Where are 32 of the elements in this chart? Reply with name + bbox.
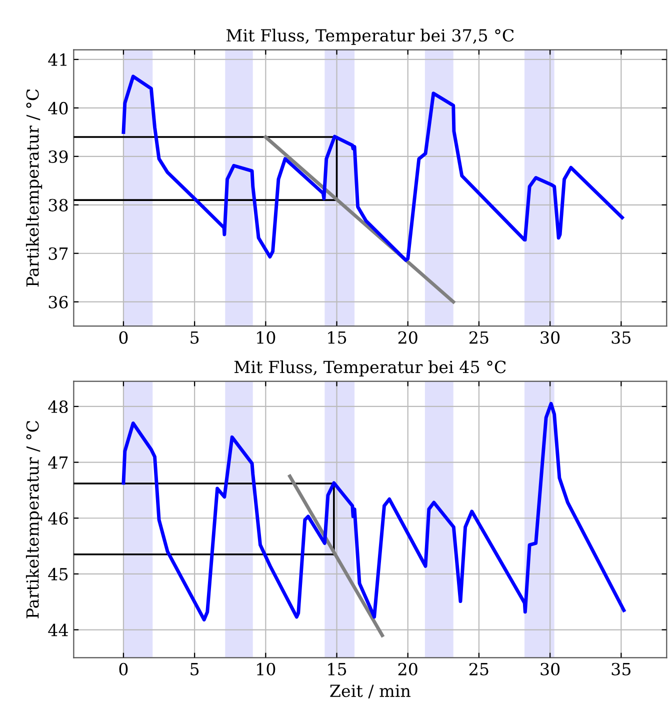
x-tick-label: 5: [190, 663, 199, 676]
x-tick-label: 5: [190, 331, 199, 344]
x-tick-label: 10: [257, 662, 276, 676]
y-tick-label: 40: [48, 102, 68, 115]
chart-title: Mit Fluss, Temperatur bei 37,5 °C: [226, 28, 514, 45]
y-tick-label: 36: [48, 296, 68, 308]
y-tick-label: 46: [48, 512, 68, 525]
x-tick-label: 10: [257, 331, 276, 344]
y-tick-label: 38: [48, 198, 68, 212]
x-axis-title: Zeit / min: [330, 684, 410, 698]
x-tick-label: 30: [540, 662, 560, 676]
x-tick-label: 25: [469, 662, 488, 676]
y-axis-title: Partikeltemperatur / °C: [26, 420, 42, 618]
x-tick-label: 30: [540, 331, 560, 344]
x-tick-label: 15: [328, 331, 346, 344]
x-tick-label: 20: [398, 662, 418, 676]
x-tick-label: 0: [119, 331, 128, 344]
x-tick-label: 25: [469, 331, 488, 344]
chart-title: Mit Fluss, Temperatur bei 45 °C: [234, 360, 506, 376]
x-tick-label: 15: [328, 662, 346, 676]
y-tick-label: 39: [48, 150, 68, 163]
x-tick-label: 0: [119, 662, 128, 676]
y-tick-label: 41: [48, 53, 66, 66]
x-tick-label: 35: [612, 331, 630, 344]
y-tick-label: 47: [48, 456, 68, 469]
x-tick-label: 35: [612, 662, 630, 676]
x-tick-label: 20: [398, 331, 418, 344]
y-tick-label: 48: [48, 400, 68, 414]
y-tick-label: 45: [48, 568, 68, 581]
y-tick-label: 37: [48, 247, 68, 260]
y-axis-title: Partikeltemperatur / °C: [26, 89, 42, 287]
y-tick-label: 44: [48, 624, 68, 636]
